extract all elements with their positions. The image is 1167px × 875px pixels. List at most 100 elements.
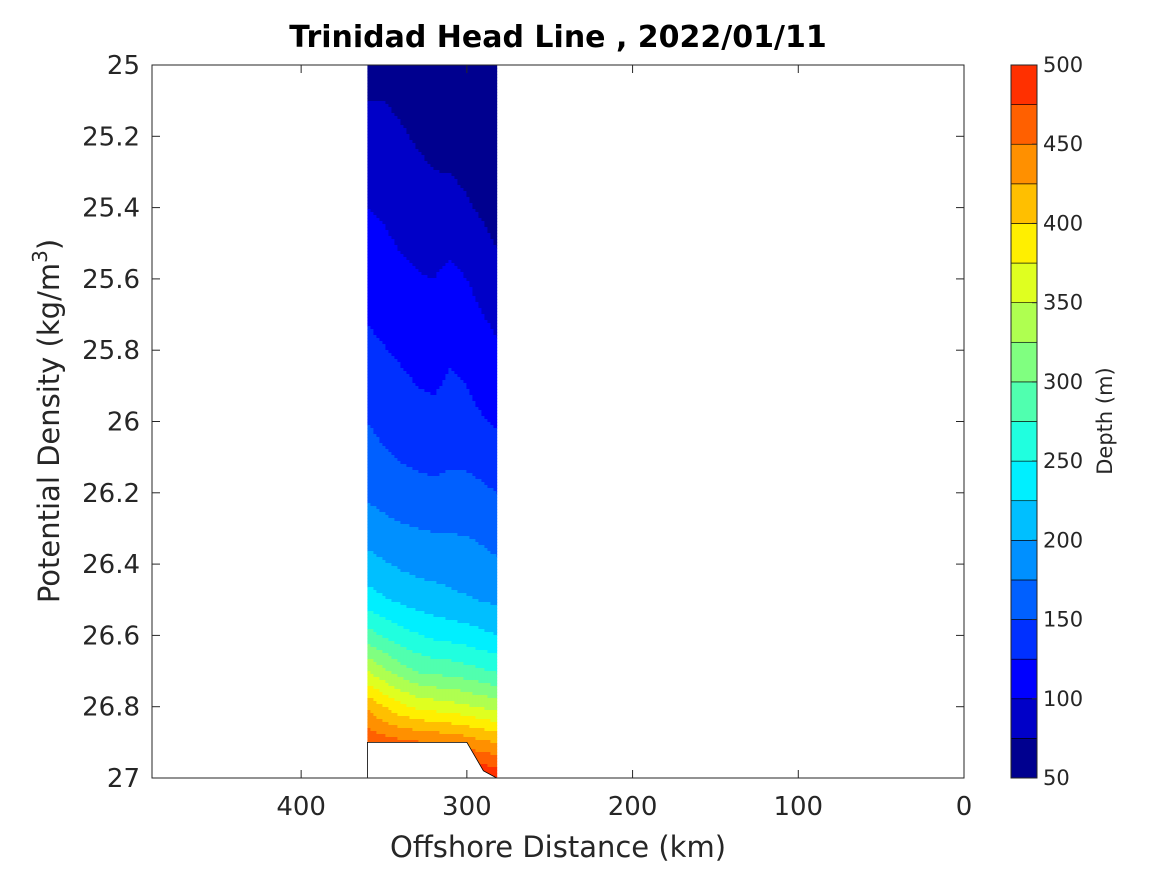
contour-cell xyxy=(382,221,386,225)
contour-cell xyxy=(421,389,425,393)
contour-cell xyxy=(400,293,404,297)
contour-cell xyxy=(487,167,491,171)
contour-cell xyxy=(421,356,425,360)
contour-cell xyxy=(379,314,383,318)
contour-cell xyxy=(490,170,494,174)
contour-cell xyxy=(391,104,395,108)
contour-cell xyxy=(436,305,440,309)
contour-cell xyxy=(427,308,431,312)
contour-cell xyxy=(445,164,449,168)
contour-cell xyxy=(415,146,419,150)
contour-cell xyxy=(379,230,383,234)
contour-cell xyxy=(472,107,476,111)
contour-cell xyxy=(418,308,422,312)
contour-cell xyxy=(406,146,410,150)
contour-cell xyxy=(457,152,461,156)
contour-cell xyxy=(406,311,410,315)
contour-cell xyxy=(367,164,371,168)
contour-cell xyxy=(436,272,440,276)
contour-cell xyxy=(376,269,380,273)
contour-cell xyxy=(451,98,455,102)
contour-cell xyxy=(463,326,467,330)
contour-cell xyxy=(448,68,452,72)
contour-cell xyxy=(391,257,395,261)
contour-cell xyxy=(397,170,401,174)
contour-cell xyxy=(382,236,386,240)
contour-cell xyxy=(457,296,461,300)
contour-cell xyxy=(448,368,452,372)
contour-cell xyxy=(376,173,380,177)
contour-cell xyxy=(418,161,422,165)
contour-cell xyxy=(433,329,437,333)
contour-cell xyxy=(457,137,461,141)
contour-cell xyxy=(394,230,398,234)
contour-cell xyxy=(433,209,437,213)
contour-cell xyxy=(430,80,434,84)
contour-cell xyxy=(451,110,455,114)
contour-cell xyxy=(376,98,380,102)
contour-cell xyxy=(379,233,383,237)
contour-cell xyxy=(382,311,386,315)
contour-cell xyxy=(424,146,428,150)
contour-cell xyxy=(475,173,479,177)
contour-cell xyxy=(367,104,371,108)
contour-cell xyxy=(469,308,473,312)
contour-cell xyxy=(475,242,479,246)
contour-cell xyxy=(496,224,498,228)
contour-cell xyxy=(424,194,428,198)
contour-cell xyxy=(373,290,377,294)
contour-cell xyxy=(412,350,416,354)
contour-cell xyxy=(424,311,428,315)
contour-cell xyxy=(421,245,425,249)
contour-cell xyxy=(424,185,428,189)
contour-cell xyxy=(406,149,410,153)
contour-cell xyxy=(400,158,404,162)
contour-cell xyxy=(433,68,437,72)
contour-cell xyxy=(457,200,461,204)
contour-cell xyxy=(382,338,386,342)
contour-cell xyxy=(400,197,404,201)
contour-cell xyxy=(448,224,452,228)
contour-cell xyxy=(478,275,482,279)
contour-cell xyxy=(454,287,458,291)
contour-cell xyxy=(391,386,395,390)
contour-cell xyxy=(439,206,443,210)
contour-cell xyxy=(454,311,458,315)
contour-cell xyxy=(427,65,431,69)
contour-cell xyxy=(487,68,491,72)
contour-cell xyxy=(400,212,404,216)
contour-cell xyxy=(385,383,389,387)
contour-cell xyxy=(454,236,458,240)
contour-cell xyxy=(412,77,416,81)
contour-cell xyxy=(403,317,407,321)
contour-cell xyxy=(451,269,455,273)
contour-cell xyxy=(388,74,392,78)
contour-cell xyxy=(490,227,494,231)
contour-cell xyxy=(400,98,404,102)
contour-cell xyxy=(400,404,404,408)
contour-cell xyxy=(493,278,497,282)
contour-cell xyxy=(469,230,473,234)
contour-cell xyxy=(463,368,467,372)
contour-cell xyxy=(463,86,467,90)
contour-cell xyxy=(451,326,455,330)
contour-cell xyxy=(433,152,437,156)
contour-cell xyxy=(448,254,452,258)
contour-cell xyxy=(418,263,422,267)
contour-cell xyxy=(496,137,498,141)
contour-cell xyxy=(457,197,461,201)
contour-cell xyxy=(478,212,482,216)
contour-cell xyxy=(481,125,485,129)
contour-cell xyxy=(442,164,446,168)
contour-cell xyxy=(451,125,455,129)
contour-cell xyxy=(379,245,383,249)
contour-cell xyxy=(430,173,434,177)
contour-cell xyxy=(442,224,446,228)
contour-cell xyxy=(457,125,461,129)
contour-cell xyxy=(412,137,416,141)
contour-cell xyxy=(457,320,461,324)
contour-cell xyxy=(424,257,428,261)
contour-cell xyxy=(385,176,389,180)
contour-cell xyxy=(478,80,482,84)
contour-cell xyxy=(493,251,497,255)
